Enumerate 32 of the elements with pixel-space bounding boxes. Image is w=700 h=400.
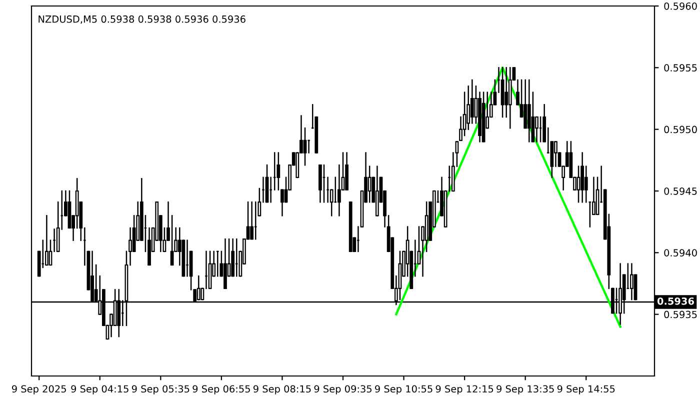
candlestick — [368, 166, 372, 203]
candlestick — [535, 116, 538, 142]
y-tick-label: 0.5960 — [664, 2, 697, 10]
candlestick — [250, 201, 254, 240]
candlestick — [170, 215, 174, 266]
text: NZDUSD,M5 0.5938 0.5938 0.5936 0.5936 — [38, 15, 246, 24]
candlestick — [338, 164, 341, 216]
x-tick-label: 9 Sep 13:35 — [496, 385, 554, 394]
x-tick-label: 9 Sep 14:55 — [557, 385, 615, 394]
x-tick-label: 9 Sep 06:55 — [192, 385, 250, 394]
x-tick-label: 9 Sep 12:15 — [436, 385, 494, 394]
candlestick — [303, 127, 307, 166]
y-tick-label: 0.5950 — [664, 126, 697, 134]
y-tick-label: 0.5935 — [664, 310, 697, 318]
candlestick — [554, 141, 558, 167]
candlestick — [524, 79, 528, 129]
candlestick — [584, 166, 588, 203]
candlestick — [527, 79, 531, 142]
y-tick-label: 0.5945 — [664, 187, 697, 195]
candlestick — [576, 166, 580, 203]
ref-line-label: 0.5936 — [657, 297, 694, 305]
candlestick — [45, 215, 48, 266]
x-tick-label: 9 Sep 04:15 — [71, 385, 128, 394]
candlestick — [504, 67, 508, 118]
x-tick-label: 9 Sep 05:35 — [132, 385, 190, 394]
x-tick-label: 9 Sep 09:35 — [314, 385, 372, 394]
y-tick-label: 0.5940 — [664, 249, 697, 256]
y-tick-label: 0.5955 — [664, 64, 697, 72]
x-tick-label: 9 Sep 08:15 — [253, 385, 311, 394]
x-tick-label: 9 Sep 10:55 — [375, 385, 432, 394]
x-tick-label: 9 Sep 2025 — [12, 385, 66, 394]
candlestick — [580, 152, 584, 203]
